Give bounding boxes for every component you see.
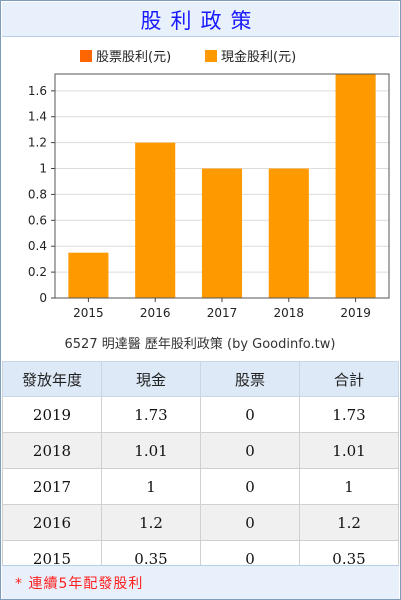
table-row: 2019 1.73 0 1.73 [2,396,399,433]
table-cell: 2017 [2,468,102,505]
dividend-table: 發放年度 現金 股票 合計 2019 1.73 0 1.73 2018 1.01… [2,361,399,577]
bar [335,74,376,298]
table-cell: 1 [299,468,399,505]
bar [201,168,243,298]
table-cell: 2019 [2,396,102,433]
table-cell: 0 [200,396,300,433]
legend-swatch [80,50,92,62]
table-row: 2018 1.01 0 1.01 [2,432,399,469]
y-tick-label: 0.6 [28,213,47,227]
x-tick-label: 2018 [274,306,305,320]
footnote-text: * 連續5年配發股利 [15,576,144,592]
y-tick-label: 0.8 [28,187,47,201]
x-tick-label: 2016 [140,306,171,320]
table-cell: 0 [200,468,300,505]
table-cell: 2018 [2,432,102,469]
x-tick-label: 2015 [73,306,104,320]
y-tick-label: 1.2 [28,136,47,150]
table-cell: 1 [101,468,201,505]
table-cell: 1.73 [101,396,201,433]
table-cell: 1.2 [299,504,399,541]
chart-bars [68,74,376,298]
legend-label: 股票股利(元) [96,50,171,65]
bar [68,252,109,298]
table-cell: 2016 [2,504,102,541]
y-tick-label: 1.4 [28,110,47,124]
table-cell: 1.73 [299,396,399,433]
panel-header: 股利政策 [2,2,399,37]
table-cell: 1.01 [299,432,399,469]
y-tick-label: 0.4 [28,239,47,253]
table-cell: 1.01 [101,432,201,469]
dividend-chart-area: 股票股利(元) 現金股利(元) 0 0.2 0.4 0.6 0.8 1 1.2 1.4 1.6 2… [2,37,399,360]
column-header: 發放年度 [2,361,102,397]
x-tick-label: 2019 [340,306,371,320]
bar [135,142,176,298]
y-tick-label: 0 [39,291,47,305]
y-tick-label: 1.6 [28,84,47,98]
bar [268,168,309,298]
chart-caption: 6527 明達醫 歷年股利政策 (by Goodinfo.tw) [65,336,336,352]
table-cell: 0 [200,432,300,469]
x-tick-label: 2017 [207,306,238,320]
table-header-row: 發放年度 現金 股票 合計 [2,361,399,397]
table-cell: 0 [200,504,300,541]
dividend-bar-chart: 股票股利(元) 現金股利(元) 0 0.2 0.4 0.6 0.8 1 1.2 1.4 1.6 2… [28,49,390,352]
column-header: 合計 [299,361,399,397]
footnote-bar: * 連續5年配發股利 [2,565,399,599]
y-tick-label: 0.2 [28,265,47,279]
y-tick-label: 1 [39,162,47,176]
x-axis-ticks: 2015 2016 2017 2018 2019 [73,298,371,320]
table-row: 2016 1.2 0 1.2 [2,504,399,541]
legend-swatch [205,50,217,62]
legend-label: 現金股利(元) [221,49,296,65]
chart-legend: 股票股利(元) 現金股利(元) [80,49,296,65]
y-axis-ticks: 0 0.2 0.4 0.6 0.8 1 1.2 1.4 1.6 [28,84,55,305]
column-header: 現金 [101,361,201,397]
table-cell: 1.2 [101,504,201,541]
panel-title: 股利政策 [140,9,261,33]
table-row: 2017 1 0 1 [2,468,399,505]
column-header: 股票 [200,361,300,397]
